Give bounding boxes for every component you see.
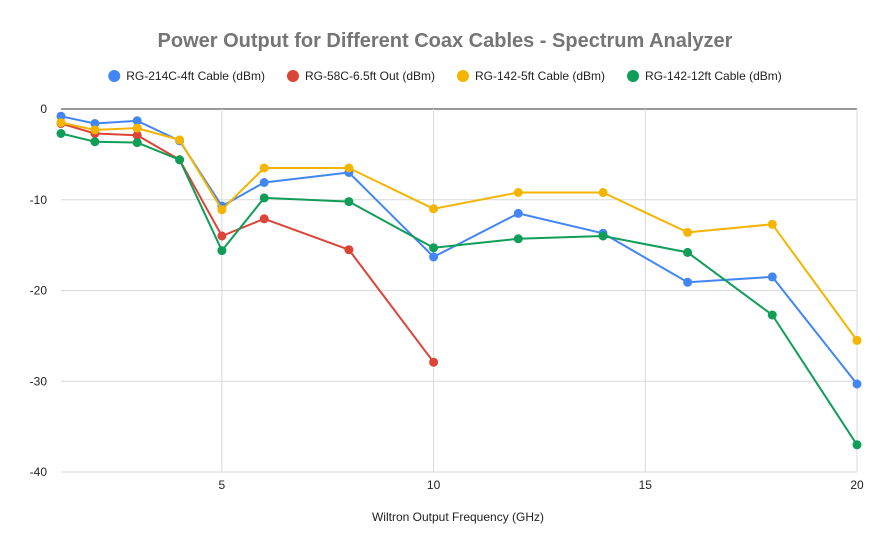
data-point bbox=[344, 163, 354, 173]
legend-marker bbox=[627, 70, 640, 82]
x-axis-ticks: 5 10 15 20 bbox=[219, 478, 864, 492]
chart-title: Power Output for Different Coax Cables -… bbox=[158, 30, 733, 52]
y-axis-ticks: 0 -10 -20 -30 -40 bbox=[30, 102, 48, 479]
data-point bbox=[90, 137, 100, 147]
data-point bbox=[344, 197, 354, 207]
data-point bbox=[852, 335, 862, 345]
x-tick-label: 5 bbox=[219, 478, 226, 492]
y-tick-label: -40 bbox=[30, 465, 48, 479]
data-point bbox=[259, 178, 269, 187]
data-point bbox=[513, 234, 523, 244]
data-point bbox=[683, 227, 693, 237]
data-point bbox=[767, 219, 777, 229]
legend-label: RG-58C-6.5ft Out (dBm) bbox=[305, 69, 435, 83]
data-point bbox=[132, 116, 142, 126]
data-point bbox=[175, 155, 185, 165]
series-line bbox=[60, 132, 858, 446]
data-point bbox=[132, 123, 142, 133]
y-tick-label: -30 bbox=[30, 374, 48, 388]
data-point bbox=[429, 357, 439, 367]
legend-item[interactable]: RG-142-5ft Cable (dBm) bbox=[456, 69, 605, 83]
y-tick-label: -20 bbox=[30, 284, 48, 298]
series-line bbox=[60, 122, 435, 363]
data-point bbox=[513, 188, 523, 197]
data-point bbox=[217, 205, 227, 215]
data-point bbox=[683, 277, 693, 287]
legend-label: RG-214C-4ft Cable (dBm) bbox=[126, 69, 265, 83]
x-tick-label: 20 bbox=[850, 478, 864, 492]
data-point bbox=[598, 231, 608, 241]
legend: RG-214C-4ft Cable (dBm) RG-58C-6.5ft Out … bbox=[108, 69, 782, 83]
data-point bbox=[683, 247, 693, 257]
series-1 bbox=[56, 111, 862, 389]
data-point bbox=[429, 252, 439, 262]
data-point bbox=[90, 119, 100, 128]
data-point bbox=[852, 440, 862, 450]
data-point bbox=[175, 135, 185, 145]
data-point bbox=[90, 125, 100, 135]
data-point bbox=[767, 310, 777, 320]
series-3 bbox=[56, 118, 862, 345]
data-point bbox=[767, 272, 777, 282]
legend-item[interactable]: RG-214C-4ft Cable (dBm) bbox=[108, 69, 265, 83]
data-point bbox=[132, 130, 142, 140]
series-line bbox=[60, 121, 858, 341]
data-point bbox=[598, 188, 608, 197]
x-tick-label: 10 bbox=[427, 478, 441, 492]
x-axis-title: Wiltron Output Frequency (GHz) bbox=[372, 510, 544, 524]
data-point bbox=[217, 231, 227, 241]
series-4 bbox=[56, 129, 862, 450]
legend-marker bbox=[286, 70, 299, 82]
series-layer bbox=[56, 111, 862, 450]
data-point bbox=[259, 193, 269, 203]
data-point bbox=[217, 246, 227, 256]
data-point bbox=[852, 379, 862, 389]
data-point bbox=[429, 243, 439, 253]
legend-label: RG-142-12ft Cable (dBm) bbox=[645, 69, 782, 83]
data-point bbox=[259, 214, 269, 224]
legend-marker bbox=[108, 70, 121, 82]
data-point bbox=[344, 245, 354, 255]
data-point bbox=[132, 138, 142, 148]
data-point bbox=[513, 208, 523, 218]
legend-item[interactable]: RG-142-12ft Cable (dBm) bbox=[627, 69, 782, 83]
series-2 bbox=[56, 119, 439, 367]
legend-marker bbox=[456, 70, 469, 82]
data-point bbox=[56, 118, 66, 128]
data-point bbox=[429, 204, 439, 214]
legend-label: RG-142-5ft Cable (dBm) bbox=[475, 69, 605, 83]
x-tick-label: 15 bbox=[639, 478, 653, 492]
data-point bbox=[56, 129, 66, 138]
legend-item[interactable]: RG-58C-6.5ft Out (dBm) bbox=[286, 69, 435, 83]
data-point bbox=[259, 163, 269, 173]
y-tick-label: 0 bbox=[40, 102, 47, 116]
data-point bbox=[56, 111, 66, 121]
grid bbox=[61, 108, 858, 473]
y-tick-label: -10 bbox=[30, 193, 48, 207]
